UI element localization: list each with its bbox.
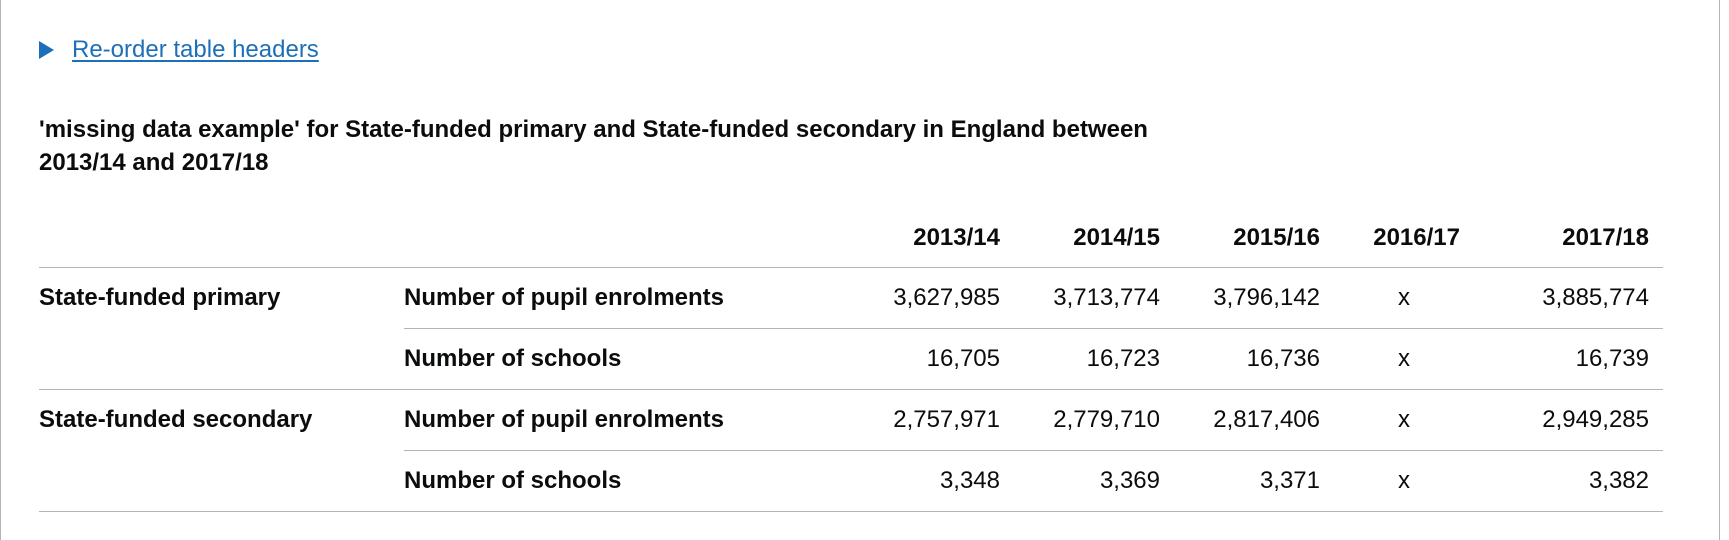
table-cell: 16,739 xyxy=(1474,328,1663,390)
table-cell: 3,371 xyxy=(1174,450,1334,512)
table-cell: 2,949,285 xyxy=(1474,389,1663,451)
row-header: Number of pupil enrolments xyxy=(404,267,844,329)
row-group-header: State-funded primary xyxy=(39,267,404,390)
table-row: State-funded primary Number of pupil enr… xyxy=(39,267,1663,390)
table-cell: 16,736 xyxy=(1174,328,1334,390)
row-group-header: State-funded secondary xyxy=(39,389,404,512)
table-cell: 3,382 xyxy=(1474,450,1663,512)
table-cell: 3,796,142 xyxy=(1174,267,1334,329)
table-row: Number of schools 3,348 3,369 3,371 x 3,… xyxy=(39,450,1663,512)
table-cell: 16,723 xyxy=(1014,328,1174,390)
reorder-table-headers-link[interactable]: Re-order table headers xyxy=(72,36,319,63)
table-row: Number of schools 16,705 16,723 16,736 x… xyxy=(39,328,1663,390)
table-cell: 3,885,774 xyxy=(1474,267,1663,329)
column-header: 2016/17 xyxy=(1334,212,1474,268)
row-header: Number of pupil enrolments xyxy=(404,389,844,451)
table-cell-missing: x xyxy=(1334,267,1474,329)
row-header: Number of schools xyxy=(404,450,844,512)
column-header: 2017/18 xyxy=(1474,212,1663,268)
table-cell: 2,757,971 xyxy=(844,389,1014,451)
header-row: 2013/14 2014/15 2015/16 2016/17 2017/18 xyxy=(39,212,1663,268)
table-cell-missing: x xyxy=(1334,389,1474,451)
column-header: 2013/14 xyxy=(844,212,1014,268)
table-cell: 16,705 xyxy=(844,328,1014,390)
row-header: Number of schools xyxy=(404,328,844,390)
table-cell: 3,369 xyxy=(1014,450,1174,512)
table-cell-missing: x xyxy=(1334,328,1474,390)
expand-triangle-icon xyxy=(39,41,54,59)
header-blank-cell xyxy=(404,212,844,268)
header-blank-cell xyxy=(39,212,404,268)
table-cell: 3,627,985 xyxy=(844,267,1014,329)
table-cell: 3,713,774 xyxy=(1014,267,1174,329)
column-header: 2015/16 xyxy=(1174,212,1334,268)
data-table: 2013/14 2014/15 2015/16 2016/17 2017/18 … xyxy=(39,212,1663,512)
table-cell-missing: x xyxy=(1334,450,1474,512)
table-row: State-funded secondary Number of pupil e… xyxy=(39,389,1663,512)
table-cell: 2,817,406 xyxy=(1174,389,1334,451)
table-caption: 'missing data example' for State-funded … xyxy=(39,116,1148,176)
reorder-table-headers-toggle[interactable]: Re-order table headers xyxy=(39,36,319,64)
table-cell: 3,348 xyxy=(844,450,1014,512)
column-header: 2014/15 xyxy=(1014,212,1174,268)
table-cell: 2,779,710 xyxy=(1014,389,1174,451)
